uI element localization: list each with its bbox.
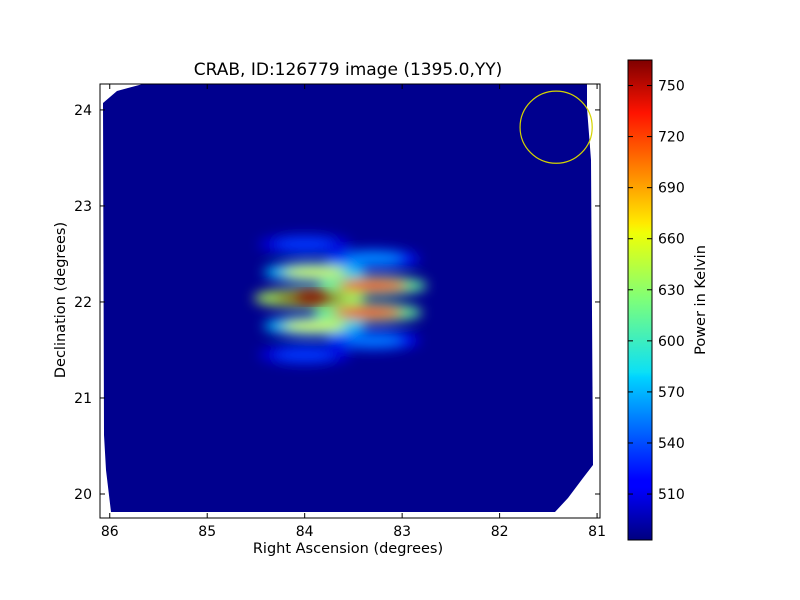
colorbar-label: Power in Kelvin: [693, 245, 709, 355]
x-tick-label: 85: [198, 524, 216, 540]
source-peak: [342, 334, 403, 347]
colorbar-tick-label: 510: [658, 487, 685, 503]
y-tick-label: 20: [74, 487, 92, 503]
source-peak: [342, 252, 404, 265]
y-tick-label: 24: [74, 103, 92, 119]
colorbar-tick-label: 720: [658, 130, 685, 146]
y-tick-label: 21: [74, 391, 92, 407]
source-peak: [275, 348, 335, 361]
source-peak: [281, 319, 348, 332]
colorbar-tick-label: 660: [658, 232, 685, 248]
y-tick-label: 23: [74, 199, 92, 215]
central-peak: [296, 292, 328, 302]
heatmap-sources: [253, 234, 428, 365]
x-tick-label: 83: [393, 524, 411, 540]
colorbar-ticks: 510 540 570 600 630 660 690 720 750: [628, 79, 685, 503]
annotation-circle: [519, 90, 593, 164]
colorbar-tick-label: 750: [658, 79, 685, 95]
x-axis: 86 85 84 83 82 81: [101, 84, 606, 540]
x-tick-label: 82: [491, 524, 509, 540]
colorbar-tick-label: 570: [658, 385, 685, 401]
plot-frame: [99, 83, 601, 519]
colorbar-gradient: [627, 59, 653, 541]
source-peak: [275, 238, 335, 251]
x-tick-label: 84: [296, 524, 314, 540]
source-peak: [337, 279, 408, 292]
colorbar-tick-label: 600: [658, 334, 685, 350]
colorbar: 510 540 570 600 630 660 690 720 750 Power in Kel…: [627, 59, 709, 541]
source-peak: [333, 306, 404, 319]
x-tick-label: 81: [588, 524, 606, 540]
colorbar-tick-label: 630: [658, 283, 685, 299]
y-axis: 20 21 22 23 24: [74, 103, 600, 503]
colorbar-tick-label: 690: [658, 181, 685, 197]
y-axis-label: Declination (degrees): [53, 222, 69, 378]
chart-title: CRAB, ID:126779 image (1395.0,YY): [194, 60, 503, 80]
heatmap: [103, 84, 593, 512]
colorbar-tick-label: 540: [658, 436, 685, 452]
source-peak: [281, 266, 348, 279]
x-axis-label: Right Ascension (degrees): [253, 541, 443, 557]
x-tick-label: 86: [101, 524, 119, 540]
y-tick-label: 22: [74, 295, 92, 311]
